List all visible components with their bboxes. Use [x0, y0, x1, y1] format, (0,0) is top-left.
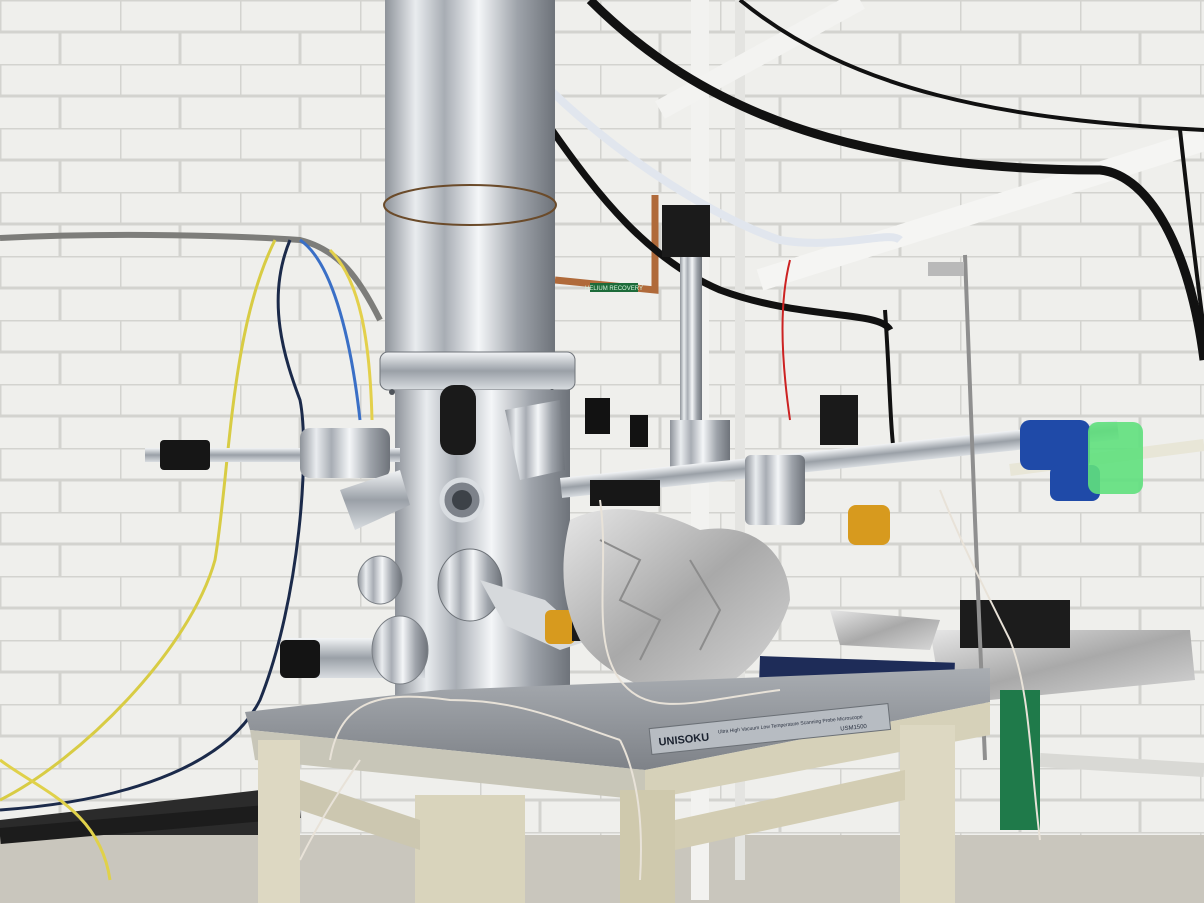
blue-knob [1020, 420, 1090, 470]
thin-wires [299, 489, 1041, 881]
vacuum-chamber [145, 385, 600, 700]
manipulator-arm [560, 205, 1143, 545]
aluminum-foil [563, 509, 1195, 700]
valve-knob [440, 385, 476, 455]
nameplate-code: USM1500 [840, 724, 868, 733]
helium-sign: HELIUM RECOVERY [585, 286, 643, 292]
nameplate: UNISOKU Ultra High Vacuum Low Temperatur… [648, 702, 892, 756]
floor [0, 790, 1204, 903]
optical-table [245, 668, 990, 903]
green-tape [1088, 422, 1143, 494]
gold-ring-port [545, 610, 575, 644]
copper-pipe: HELIUM RECOVERY [554, 195, 659, 294]
cryostat-column [379, 0, 576, 402]
wall-cables [0, 0, 1204, 881]
nameplate-brand: UNISOKU [658, 731, 710, 748]
